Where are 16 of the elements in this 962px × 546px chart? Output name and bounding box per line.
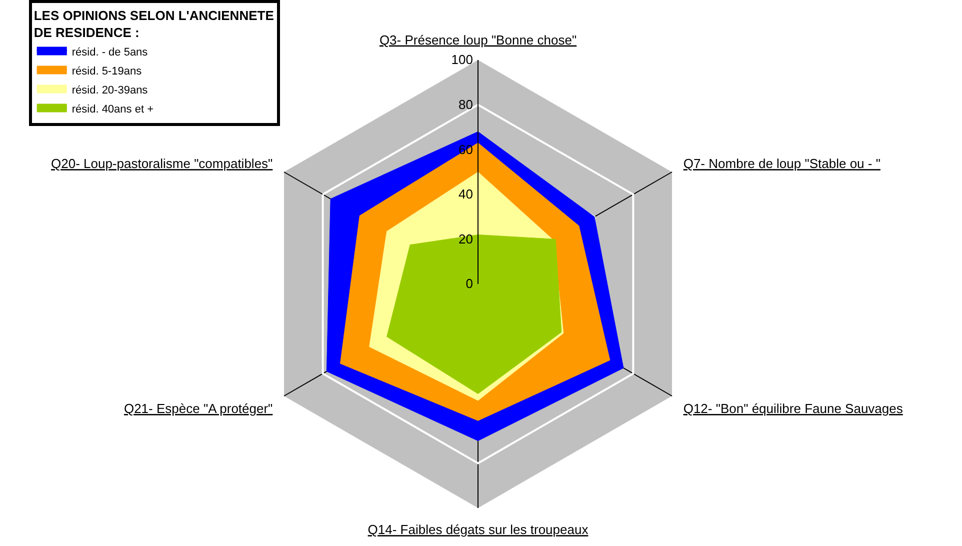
spoke-label: Q21- Espèce "A protéger" <box>124 400 274 416</box>
spoke-label: Q3- Présence loup "Bonne chose" <box>379 32 577 48</box>
y-tick-label: 100 <box>451 52 473 68</box>
spoke-label: Q14- Faibles dégats sur les troupeaux <box>368 522 589 538</box>
y-tick-label: 80 <box>458 97 473 112</box>
legend-label: résid. 5-19ans <box>72 66 142 78</box>
spoke-label: Q20- Loup-pastoralisme "compatibles" <box>50 156 274 172</box>
legend-label: résid. 20-39ans <box>72 84 148 97</box>
spoke-label: Q7- Nombre de loup "Stable ou - " <box>683 156 881 172</box>
legend-label: résid. - de 5ans <box>72 46 148 59</box>
y-tick-label: 20 <box>458 231 473 246</box>
y-tick-label: 0 <box>466 276 473 292</box>
legend-title: LES OPINIONS SELON L'ANCIENNETE DE RESIDENCE : <box>34 8 274 40</box>
legend-label: résid. 40ans et + <box>72 104 154 116</box>
spoke-label: Q12- "Bon" équilibre Faune Sauvages <box>683 400 904 416</box>
y-tick-label: 40 <box>458 186 473 202</box>
